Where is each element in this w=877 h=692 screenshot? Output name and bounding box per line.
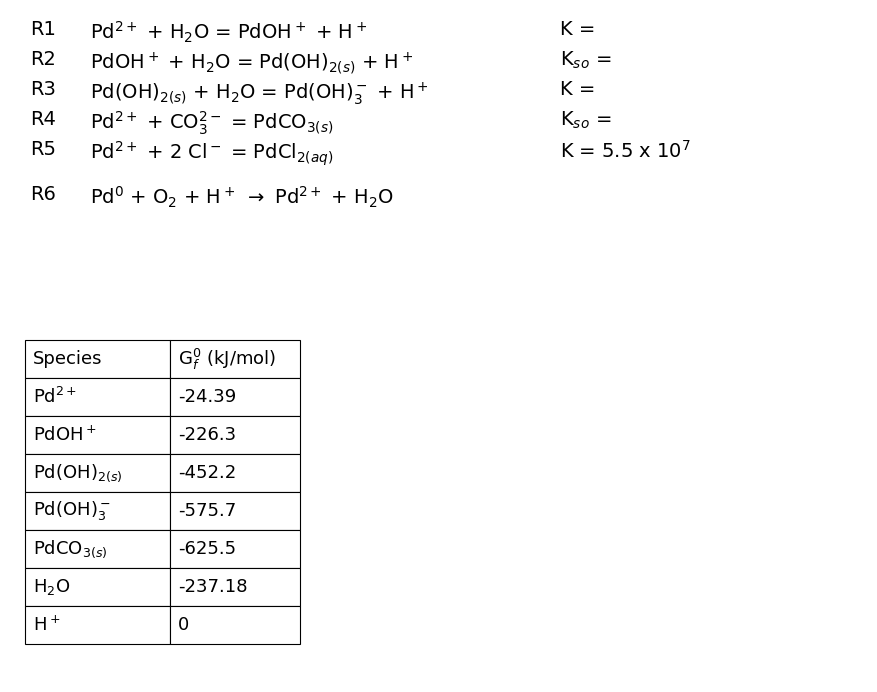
Text: K$_{so}$ =: K$_{so}$ = <box>560 50 611 71</box>
Text: -24.39: -24.39 <box>178 388 236 406</box>
Text: -226.3: -226.3 <box>178 426 236 444</box>
Text: R5: R5 <box>30 140 56 159</box>
Text: R1: R1 <box>30 20 56 39</box>
Text: R4: R4 <box>30 110 56 129</box>
Text: H$_2$O: H$_2$O <box>33 577 70 597</box>
Text: -237.18: -237.18 <box>178 578 247 596</box>
Bar <box>25 454 170 492</box>
Text: -625.5: -625.5 <box>178 540 236 558</box>
Text: Pd(OH)$_3^-$: Pd(OH)$_3^-$ <box>33 500 111 522</box>
Text: Pd$^{2+}$ + 2 Cl$^-$ = PdCl$_{2(aq)}$: Pd$^{2+}$ + 2 Cl$^-$ = PdCl$_{2(aq)}$ <box>90 140 333 168</box>
Text: K = 5.5 x 10$^7$: K = 5.5 x 10$^7$ <box>560 140 691 162</box>
Bar <box>25 492 170 530</box>
Bar <box>25 340 170 378</box>
Bar <box>170 492 300 530</box>
Text: PdCO$_{3(s)}$: PdCO$_{3(s)}$ <box>33 538 108 560</box>
Text: Pd$^{2+}$: Pd$^{2+}$ <box>33 387 77 407</box>
Bar <box>170 530 300 568</box>
Text: R6: R6 <box>30 185 56 204</box>
Bar <box>25 416 170 454</box>
Text: R3: R3 <box>30 80 56 99</box>
Text: Pd$^{2+}$ + H$_2$O = PdOH$^+$ + H$^+$: Pd$^{2+}$ + H$_2$O = PdOH$^+$ + H$^+$ <box>90 20 367 45</box>
Text: K =: K = <box>560 80 595 99</box>
Text: K =: K = <box>560 20 595 39</box>
Bar <box>170 568 300 606</box>
Text: Pd(OH)$_{2(s)}$ + H$_2$O = Pd(OH)$_3^-$ + H$^+$: Pd(OH)$_{2(s)}$ + H$_2$O = Pd(OH)$_3^-$ … <box>90 80 429 107</box>
Text: G$_f^0$ (kJ/mol): G$_f^0$ (kJ/mol) <box>178 347 276 372</box>
Bar <box>170 340 300 378</box>
Bar <box>25 568 170 606</box>
Text: -452.2: -452.2 <box>178 464 236 482</box>
Text: PdOH$^+$: PdOH$^+$ <box>33 426 96 445</box>
Text: -575.7: -575.7 <box>178 502 236 520</box>
Bar <box>25 606 170 644</box>
Bar <box>170 378 300 416</box>
Bar <box>25 378 170 416</box>
Text: 0: 0 <box>178 616 189 634</box>
Bar <box>170 454 300 492</box>
Text: H$^+$: H$^+$ <box>33 615 61 635</box>
Text: Pd$^0$ + O$_2$ + H$^+$ $\rightarrow$ Pd$^{2+}$ + H$_2$O: Pd$^0$ + O$_2$ + H$^+$ $\rightarrow$ Pd$… <box>90 185 394 210</box>
Bar <box>170 416 300 454</box>
Text: Pd$^{2+}$ + CO$_3^{2-}$ = PdCO$_{3(s)}$: Pd$^{2+}$ + CO$_3^{2-}$ = PdCO$_{3(s)}$ <box>90 110 333 138</box>
Text: Species: Species <box>33 350 103 368</box>
Text: PdOH$^+$ + H$_2$O = Pd(OH)$_{2(s)}$ + H$^+$: PdOH$^+$ + H$_2$O = Pd(OH)$_{2(s)}$ + H$… <box>90 50 413 75</box>
Text: R2: R2 <box>30 50 56 69</box>
Bar <box>25 530 170 568</box>
Bar <box>170 606 300 644</box>
Text: Pd(OH)$_{2(s)}$: Pd(OH)$_{2(s)}$ <box>33 462 123 484</box>
Text: K$_{so}$ =: K$_{so}$ = <box>560 110 611 131</box>
